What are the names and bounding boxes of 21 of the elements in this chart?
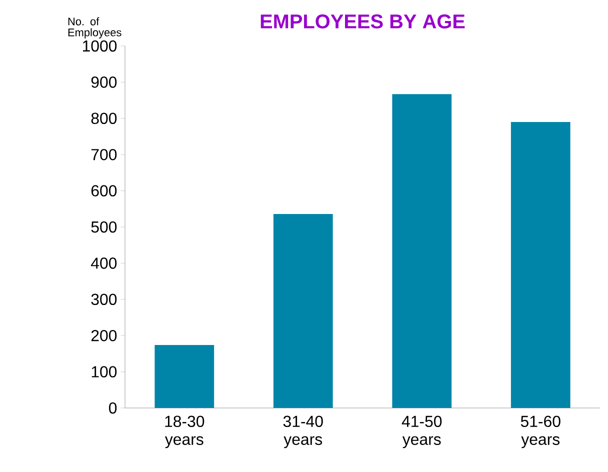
y-tick-label: 600 [91,185,117,196]
y-tick-label: 300 [91,294,117,306]
chart-title: EMPLOYEES BY AGE [260,14,465,28]
y-tick-label: 200 [91,330,117,342]
y-axis-title: No. of Employees [68,17,122,38]
y-tick-label: 700 [91,148,117,160]
y-tick-label: 100 [92,366,117,378]
x-tick-label: 51-60 years [520,416,560,448]
y-tick-label: 800 [91,112,117,124]
bar [392,94,452,408]
bar [273,214,333,408]
bar [154,344,214,408]
y-tick-label: 400 [91,258,117,269]
x-tick-label: 41-50 years [402,416,442,448]
x-tick-label: 31-40 years [283,416,323,448]
y-tick-label: 900 [91,76,117,88]
bar [510,122,570,408]
x-tick-label: 18-30 years [164,416,204,448]
y-tick-label: 0 [108,402,117,414]
y-tick-label: 1000 [82,40,117,52]
y-tick-label: 500 [91,221,117,233]
